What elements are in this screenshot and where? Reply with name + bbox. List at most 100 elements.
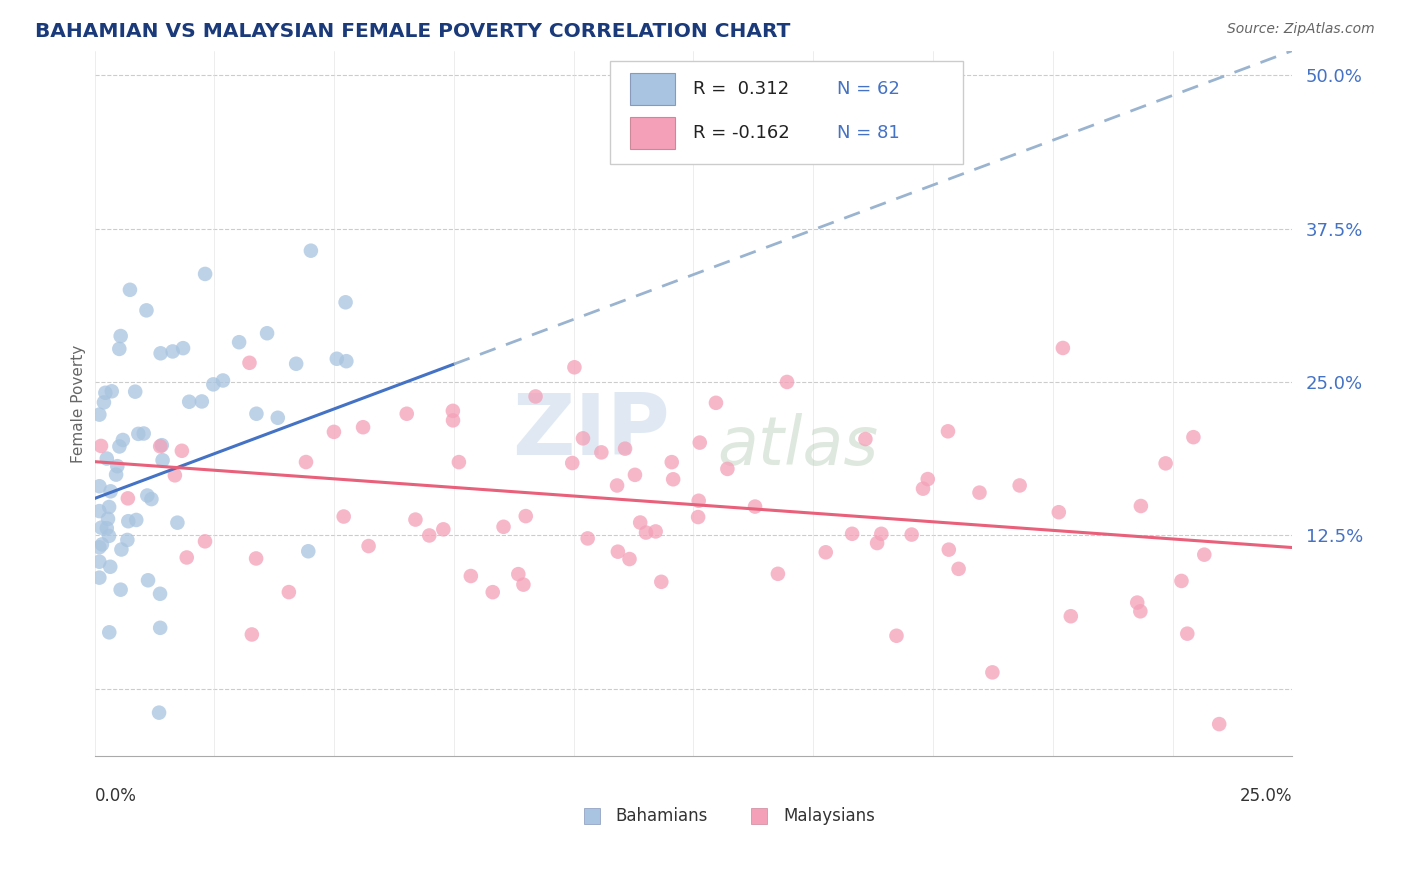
Point (624, 467, 647, 482)
Y-axis label: Female Poverty: Female Poverty (72, 344, 86, 463)
Point (870, 526, 893, 541)
Text: atlas: atlas (717, 413, 879, 479)
Point (97, 512, 120, 526)
Point (267, 410, 290, 425)
Text: 25.0%: 25.0% (1240, 787, 1292, 805)
Point (245, 407, 267, 421)
Point (90, 439, 112, 453)
Point (564, 360, 586, 375)
Point (814, 545, 837, 559)
Point (136, 574, 159, 588)
Point (125, 513, 148, 527)
FancyBboxPatch shape (630, 73, 675, 104)
Point (132, 426, 155, 441)
Point (661, 455, 683, 469)
Text: ZIP: ZIP (512, 390, 669, 473)
Point (576, 532, 599, 546)
Point (515, 509, 537, 524)
Point (776, 375, 799, 389)
Point (162, 344, 184, 359)
Point (911, 482, 934, 496)
Point (149, 587, 172, 601)
Point (335, 354, 357, 368)
Point (194, 534, 217, 549)
Point (141, 492, 163, 507)
Point (240, 627, 263, 641)
Point (332, 509, 354, 524)
Point (1052, 341, 1074, 355)
Point (866, 536, 889, 550)
Point (277, 585, 299, 599)
Point (619, 552, 641, 566)
FancyBboxPatch shape (630, 117, 675, 149)
Point (404, 512, 426, 526)
Point (634, 525, 657, 540)
Text: Malaysians: Malaysians (783, 807, 875, 825)
Point (89, 408, 111, 422)
Point (981, 665, 1004, 680)
Point (245, 551, 267, 566)
Point (176, 550, 198, 565)
Point (1129, 499, 1152, 513)
Point (917, 472, 939, 486)
Text: Source: ZipAtlas.com: Source: ZipAtlas.com (1227, 22, 1375, 37)
Point (166, 516, 188, 530)
Point (688, 493, 710, 508)
Point (395, 407, 418, 421)
Point (91, 537, 114, 551)
Point (688, 510, 710, 524)
Point (117, 533, 139, 547)
Point (163, 468, 186, 483)
Point (172, 341, 194, 355)
Text: N = 81: N = 81 (837, 124, 900, 142)
Point (1208, 717, 1230, 731)
Point (1060, 609, 1083, 624)
Point (89, 479, 111, 493)
Point (118, 283, 141, 297)
Point (606, 544, 628, 558)
Point (352, 420, 374, 434)
Point (149, 346, 172, 360)
Point (179, 394, 201, 409)
Point (238, 356, 260, 370)
Point (285, 357, 308, 371)
Point (628, 516, 651, 530)
Point (150, 438, 173, 452)
Point (508, 567, 530, 582)
Text: BAHAMIAN VS MALAYSIAN FEMALE POVERTY CORRELATION CHART: BAHAMIAN VS MALAYSIAN FEMALE POVERTY COR… (35, 22, 790, 41)
Point (152, 453, 174, 467)
Point (89, 504, 111, 518)
Point (322, 425, 344, 439)
Point (936, 425, 959, 439)
Point (704, 396, 727, 410)
Point (855, 432, 877, 446)
Point (96, 521, 118, 535)
Point (418, 528, 440, 542)
Point (447, 455, 470, 469)
Point (335, 295, 357, 310)
Point (228, 335, 250, 350)
Point (357, 539, 380, 553)
Point (149, 439, 172, 453)
Point (90, 521, 112, 535)
Point (1170, 574, 1192, 588)
Point (110, 582, 132, 597)
Text: Bahamians: Bahamians (616, 807, 709, 825)
Point (948, 562, 970, 576)
Point (108, 342, 131, 356)
Point (969, 485, 991, 500)
Point (606, 478, 628, 492)
Point (1154, 456, 1177, 470)
Point (644, 524, 666, 539)
Point (1008, 478, 1031, 492)
Point (89, 555, 111, 569)
Point (202, 377, 225, 392)
Point (689, 435, 711, 450)
Point (1129, 604, 1152, 618)
Point (441, 413, 464, 427)
Point (492, 520, 515, 534)
Point (1126, 596, 1149, 610)
Point (94, 385, 117, 400)
Point (89, 571, 111, 585)
Point (481, 585, 503, 599)
